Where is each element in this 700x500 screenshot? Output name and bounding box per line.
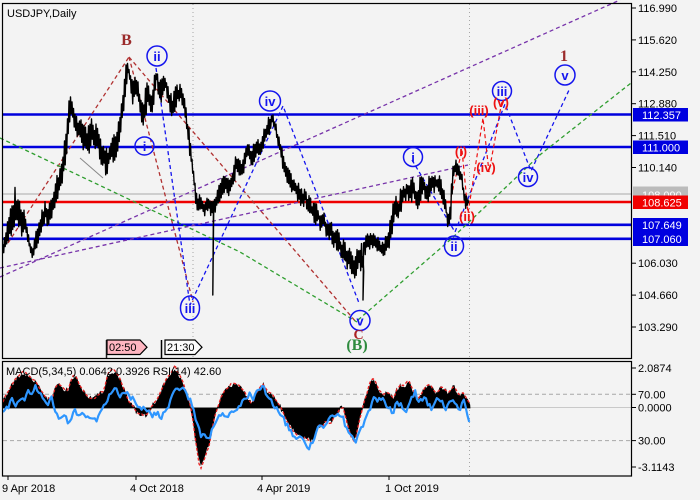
svg-text:4 Apr 2019: 4 Apr 2019: [257, 483, 310, 495]
svg-text:111.510: 111.510: [638, 131, 676, 143]
svg-text:i: i: [143, 139, 147, 154]
svg-text:30.00: 30.00: [638, 436, 666, 448]
svg-text:112.880: 112.880: [638, 99, 677, 111]
svg-text:iii: iii: [185, 301, 196, 316]
svg-text:115.620: 115.620: [638, 35, 677, 47]
svg-text:MACD(5,34,5) 0.0642 0.3926 RSI: MACD(5,34,5) 0.0642 0.3926 RSI(14) 42.60: [6, 366, 221, 378]
svg-text:(iv): (iv): [476, 160, 496, 175]
svg-text:v: v: [356, 314, 364, 329]
svg-text:106.030: 106.030: [638, 258, 678, 270]
svg-text:1 Oct 2019: 1 Oct 2019: [385, 483, 439, 495]
svg-text:USDJPY,Daily: USDJPY,Daily: [7, 8, 77, 20]
svg-text:114.250: 114.250: [638, 67, 677, 79]
svg-text:1: 1: [560, 48, 568, 65]
svg-text:116.990: 116.990: [638, 3, 677, 15]
svg-text:(ii): (ii): [459, 209, 475, 224]
svg-text:112.357: 112.357: [642, 110, 681, 122]
svg-text:(v): (v): [493, 95, 509, 110]
svg-text:21:30: 21:30: [167, 342, 195, 354]
svg-text:107.060: 107.060: [642, 234, 682, 246]
svg-text:C: C: [353, 328, 363, 343]
svg-text:(iii): (iii): [469, 103, 489, 118]
svg-text:(B): (B): [346, 337, 367, 354]
svg-text:v: v: [561, 68, 569, 83]
svg-text:0.0000: 0.0000: [638, 403, 672, 415]
svg-text:4 Oct 2018: 4 Oct 2018: [130, 483, 184, 495]
svg-text:iv: iv: [265, 94, 277, 109]
svg-text:02:50: 02:50: [109, 342, 137, 354]
svg-text:(i): (i): [455, 144, 467, 159]
svg-text:-3.1143: -3.1143: [638, 462, 675, 474]
svg-text:ii: ii: [450, 239, 457, 254]
svg-text:2.0874: 2.0874: [638, 363, 672, 375]
svg-text:104.660: 104.660: [638, 290, 678, 302]
svg-text:iv: iv: [523, 170, 535, 185]
svg-text:70.00: 70.00: [638, 389, 666, 401]
svg-text:107.649: 107.649: [642, 220, 682, 232]
svg-text:9 Apr 2018: 9 Apr 2018: [2, 483, 55, 495]
svg-text:108.625: 108.625: [642, 197, 682, 209]
svg-text:111.000: 111.000: [642, 142, 680, 154]
svg-text:iii: iii: [497, 84, 508, 99]
svg-text:103.290: 103.290: [638, 322, 678, 334]
svg-text:ii: ii: [153, 49, 160, 64]
svg-text:110.140: 110.140: [638, 163, 677, 175]
svg-text:B: B: [121, 32, 132, 49]
svg-text:i: i: [411, 150, 415, 165]
